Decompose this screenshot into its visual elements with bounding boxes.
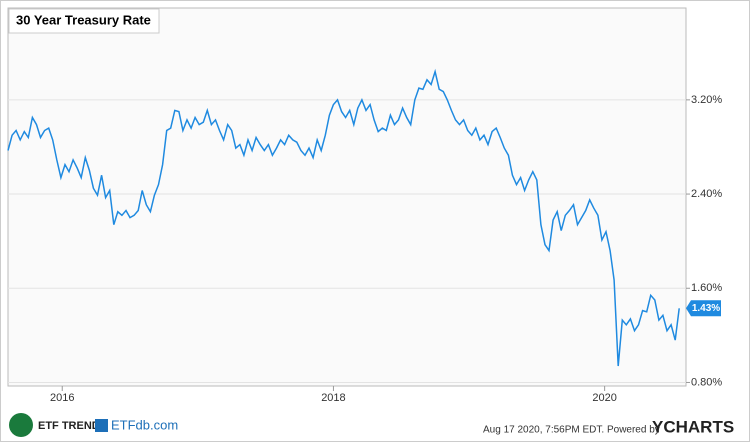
- etf-trends-logo: ETF TRENDS: [38, 420, 107, 432]
- timestamp: Aug 17 2020, 7:56PM EDT. Powered by: [483, 425, 660, 436]
- title-box: [8, 8, 160, 34]
- chart-title: 30 Year Treasury Rate: [16, 12, 151, 27]
- y-tick-label: 3.20%: [691, 94, 722, 106]
- y-tick-label: 2.40%: [691, 188, 722, 200]
- x-tick-label: 2020: [592, 392, 616, 404]
- x-tick-label: 2018: [321, 392, 345, 404]
- y-tick-label: 1.60%: [691, 282, 722, 294]
- grid: [8, 99, 686, 383]
- value-callout: [686, 300, 721, 317]
- etf-trends-icon: [9, 413, 33, 437]
- value-callout-label: 1.43%: [692, 303, 720, 314]
- footer: ETF TRENDS ETFdb.com Aug 17 2020, 7:56PM…: [9, 413, 734, 437]
- y-tick-label: 0.80%: [691, 376, 722, 388]
- line-series: [7, 68, 680, 367]
- ycharts-logo: YCHARTS: [652, 417, 734, 436]
- x-tick-label: 2016: [50, 392, 74, 404]
- etfdb-logo: ETFdb.com: [111, 417, 178, 432]
- etfdb-icon: [95, 419, 108, 432]
- plot-area: [7, 7, 687, 387]
